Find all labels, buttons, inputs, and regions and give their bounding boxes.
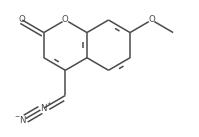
Text: N: N xyxy=(41,104,47,112)
Text: O: O xyxy=(62,15,69,25)
Text: +: + xyxy=(47,101,52,106)
Text: —: — xyxy=(183,28,192,37)
Text: N: N xyxy=(19,116,25,125)
Text: −: − xyxy=(14,114,20,119)
Text: O: O xyxy=(148,15,155,25)
Text: O: O xyxy=(19,15,26,25)
